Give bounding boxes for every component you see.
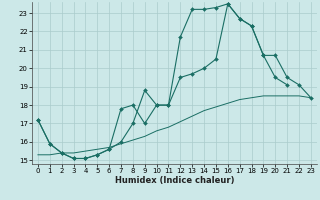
- X-axis label: Humidex (Indice chaleur): Humidex (Indice chaleur): [115, 176, 234, 185]
